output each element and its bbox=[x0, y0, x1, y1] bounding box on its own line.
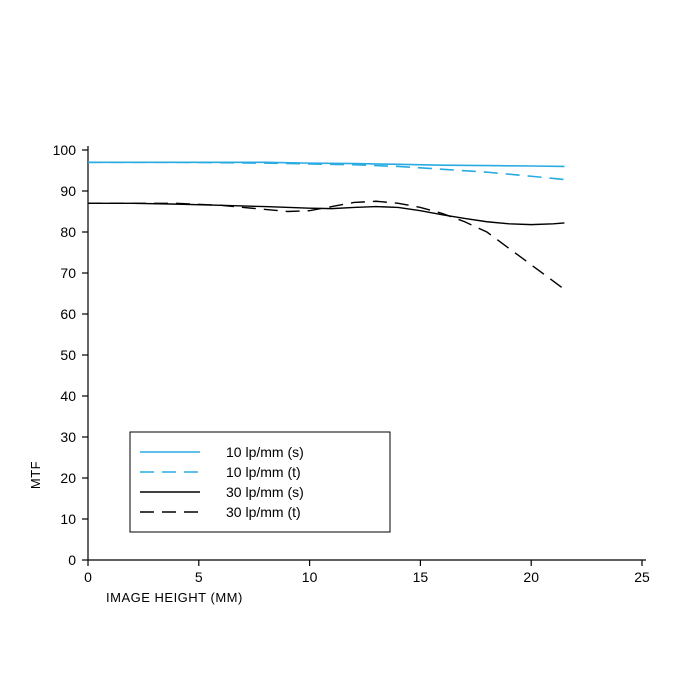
mtf-chart-container: 0 10 20 30 40 50 60 70 80 90 100 0 5 10 15 20 25 IMAGE HE… bbox=[0, 0, 700, 700]
chart-background bbox=[0, 0, 700, 700]
legend-label-s30s: 30 lp/mm (s) bbox=[226, 484, 304, 500]
x-tick-label: 25 bbox=[634, 569, 650, 585]
y-axis-title: MTF bbox=[28, 461, 43, 489]
y-tick-label: 60 bbox=[60, 306, 76, 322]
x-tick-label: 10 bbox=[302, 569, 318, 585]
y-tick-label: 50 bbox=[60, 347, 76, 363]
legend-label-s10s: 10 lp/mm (s) bbox=[226, 444, 304, 460]
x-tick-label: 15 bbox=[413, 569, 429, 585]
legend-label-s10t: 10 lp/mm (t) bbox=[226, 464, 301, 480]
legend-label-s30t: 30 lp/mm (t) bbox=[226, 504, 301, 520]
y-tick-label: 0 bbox=[68, 552, 76, 568]
y-tick-label: 30 bbox=[60, 429, 76, 445]
y-tick-label: 40 bbox=[60, 388, 76, 404]
y-tick-label: 70 bbox=[60, 265, 76, 281]
y-tick-label: 100 bbox=[53, 142, 77, 158]
x-axis-title: IMAGE HEIGHT (MM) bbox=[106, 590, 243, 605]
y-tick-label: 90 bbox=[60, 183, 76, 199]
mtf-chart: 0 10 20 30 40 50 60 70 80 90 100 0 5 10 15 20 25 IMAGE HE… bbox=[0, 0, 700, 700]
y-tick-label: 80 bbox=[60, 224, 76, 240]
x-tick-label: 5 bbox=[195, 569, 203, 585]
y-tick-label: 10 bbox=[60, 511, 76, 527]
x-tick-label: 0 bbox=[84, 569, 92, 585]
x-tick-label: 20 bbox=[523, 569, 539, 585]
y-tick-label: 20 bbox=[60, 470, 76, 486]
